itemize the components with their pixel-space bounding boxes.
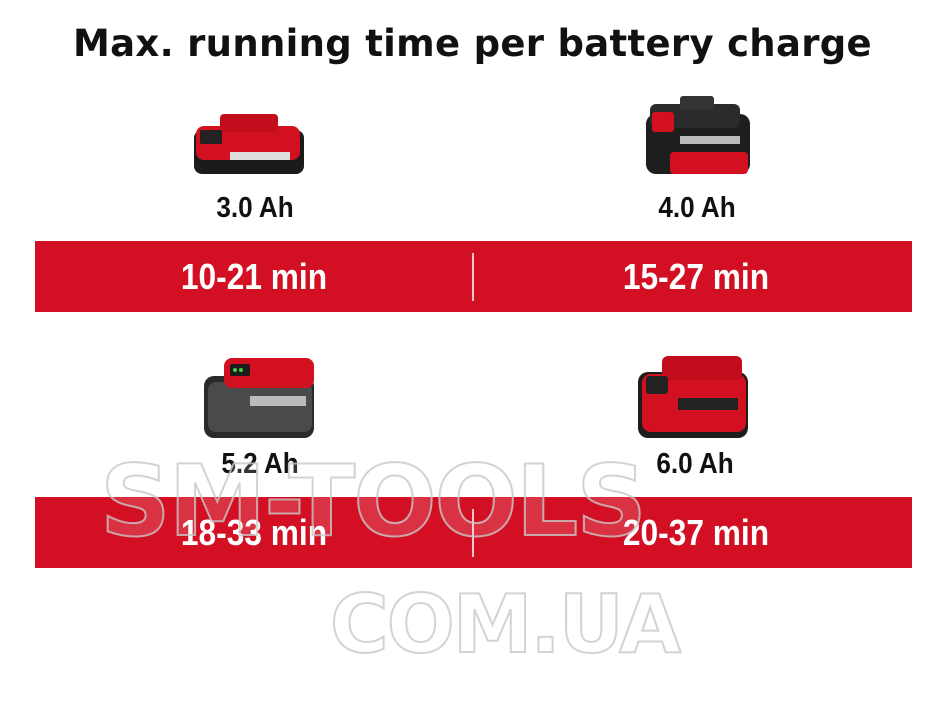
- page-title: Max. running time per battery charge: [73, 22, 872, 65]
- battery-pack-grey-icon: [204, 358, 314, 438]
- battery-pack-black-icon: [646, 96, 750, 174]
- watermark-logo: COM.UA: [329, 577, 682, 672]
- battery-pack-slim-icon: [194, 114, 304, 174]
- runtime-value: 10-21 min: [180, 256, 328, 297]
- battery-capacity-label: 4.0 Ah: [658, 192, 736, 224]
- battery-capacity-label: 5.2 Ah: [221, 448, 299, 480]
- band-divider: [472, 509, 474, 557]
- runtime-band: 10-21 min 15-27 min: [35, 241, 912, 312]
- battery-capacity-label: 3.0 Ah: [216, 192, 294, 224]
- band-divider: [472, 253, 474, 301]
- battery-pack-red-icon: [638, 356, 748, 438]
- runtime-value: 20-37 min: [622, 512, 770, 553]
- runtime-value: 18-33 min: [180, 512, 328, 553]
- runtime-value: 15-27 min: [622, 256, 770, 297]
- runtime-band: 18-33 min 20-37 min: [35, 497, 912, 568]
- battery-capacity-label: 6.0 Ah: [656, 448, 734, 480]
